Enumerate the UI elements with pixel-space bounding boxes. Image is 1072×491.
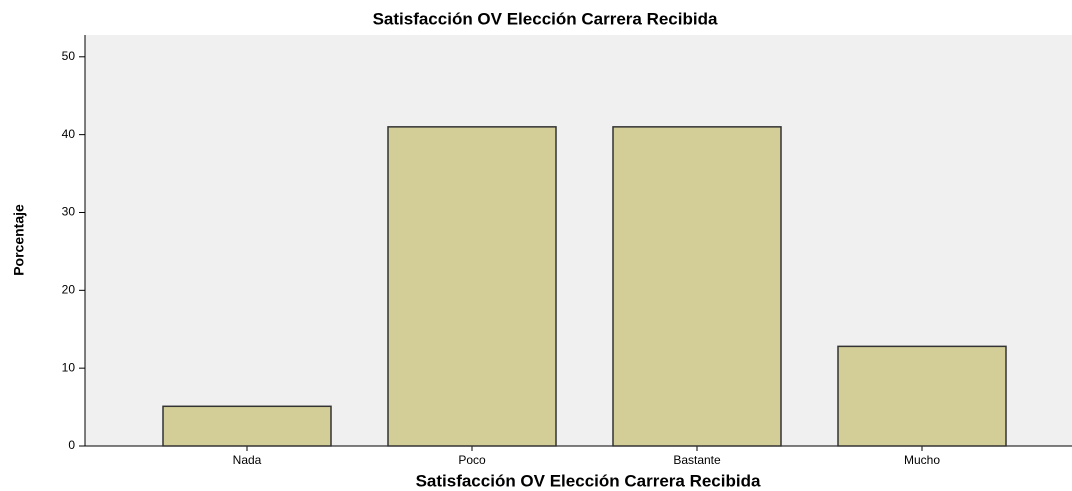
x-axis-label: Satisfacción OV Elección Carrera Recibid… — [416, 471, 761, 490]
y-tick-label: 30 — [62, 205, 76, 219]
x-tick-label: Poco — [458, 453, 486, 467]
bar — [162, 405, 332, 447]
x-tick-label: Bastante — [673, 453, 721, 467]
x-tick-label: Mucho — [904, 453, 940, 467]
bar — [837, 345, 1007, 447]
x-tick-label: Nada — [233, 453, 262, 467]
y-tick-label: 10 — [62, 360, 76, 374]
bar — [387, 126, 557, 447]
y-tick-label: 0 — [68, 438, 75, 452]
y-tick-label: 20 — [62, 282, 76, 296]
y-tick-label: 50 — [62, 49, 76, 63]
bar — [612, 126, 782, 447]
chart-title: Satisfacción OV Elección Carrera Recibid… — [373, 9, 718, 28]
y-tick-label: 40 — [62, 127, 76, 141]
y-axis-label: Porcentaje — [11, 204, 27, 276]
